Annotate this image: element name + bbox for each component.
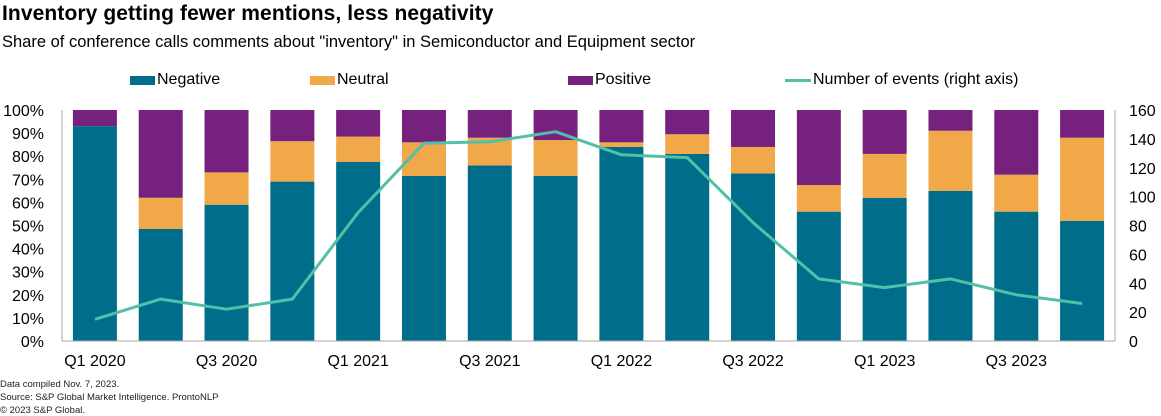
bar-negative-q1-2023 — [862, 197, 907, 341]
y-right-tick-label: 20 — [1129, 305, 1147, 322]
bar-negative-q2-2023 — [928, 190, 973, 341]
bar-neutral-q1-2021 — [336, 136, 381, 162]
bar-negative-q4-2020 — [270, 181, 315, 341]
legend-label-negative: Negative — [157, 71, 221, 88]
bar-positive-q1-2020 — [72, 110, 117, 127]
chart-title: Inventory getting fewer mentions, less n… — [2, 2, 494, 25]
y-left-tick-label: 50% — [12, 219, 44, 236]
y-left-tick-label: 90% — [12, 126, 44, 143]
chart-subtitle: Share of conference calls comments about… — [2, 33, 696, 51]
bar-positive-q2-2022 — [665, 110, 710, 135]
y-right-tick-label: 0 — [1129, 334, 1138, 351]
x-tick-label: Q3 2023 — [986, 353, 1047, 370]
y-left-tick-label: 10% — [12, 311, 44, 328]
legend-swatch-negative — [130, 75, 155, 85]
x-tick-label: Q3 2020 — [196, 353, 257, 370]
x-tick-label: Q3 2022 — [722, 353, 783, 370]
y-right-tick-label: 40 — [1129, 276, 1147, 293]
x-tick-label: Q1 2023 — [854, 353, 915, 370]
bar-positive-q1-2021 — [336, 110, 381, 137]
bar-positive-q3-2023 — [994, 110, 1039, 175]
x-tick-label: Q1 2022 — [591, 353, 652, 370]
footnote-compiled: Data compiled Nov. 7, 2023. — [0, 379, 120, 390]
footnote-copyright: © 2023 S&P Global. — [0, 405, 85, 416]
y-right-tick-label: 160 — [1129, 103, 1156, 120]
bar-negative-q1-2020 — [72, 126, 117, 341]
line-number-of-events — [94, 130, 1083, 321]
legend-label-events: Number of events (right axis) — [813, 71, 1019, 88]
axes-layer — [61, 110, 1116, 342]
bars-layer — [72, 110, 1105, 341]
chart-legend: Negative Neutral Positive Number of even… — [0, 71, 1161, 91]
bar-neutral-q3-2022 — [731, 146, 776, 174]
legend-line-events — [785, 78, 811, 82]
bar-positive-q4-2023 — [1060, 110, 1105, 138]
legend-swatch-positive — [568, 75, 593, 85]
y-left-tick-label: 30% — [12, 265, 44, 282]
y-right-tick-label: 60 — [1129, 247, 1147, 264]
bar-negative-q1-2022 — [599, 146, 644, 341]
y-left-tick-label: 70% — [12, 172, 44, 189]
bar-neutral-q1-2022 — [599, 142, 644, 147]
bar-negative-q3-2021 — [467, 165, 512, 341]
bar-positive-q2-2021 — [401, 110, 446, 143]
bar-positive-q3-2022 — [731, 110, 776, 147]
footnote-source: Source: S&P Global Market Intelligence. … — [0, 392, 219, 403]
y-left-tick-label: 0% — [21, 334, 44, 351]
bar-negative-q4-2023 — [1060, 220, 1105, 341]
bar-neutral-q4-2020 — [270, 141, 315, 182]
legend-item-positive: Positive — [568, 71, 651, 89]
y-right-tick-label: 140 — [1129, 132, 1156, 149]
bar-negative-q3-2023 — [994, 211, 1039, 341]
y-left-tick-label: 60% — [12, 195, 44, 212]
bar-neutral-q4-2021 — [533, 140, 578, 176]
bar-neutral-q4-2023 — [1060, 137, 1105, 221]
y-left-tick-label: 40% — [12, 242, 44, 259]
line-layer — [94, 130, 1083, 321]
y-left-tick-label: 80% — [12, 149, 44, 166]
legend-label-neutral: Neutral — [337, 71, 389, 88]
bar-negative-q3-2022 — [731, 173, 776, 341]
y-left-tick-label: 100% — [3, 103, 44, 120]
bar-negative-q2-2020 — [138, 228, 183, 341]
legend-swatch-neutral — [310, 75, 335, 85]
bar-neutral-q2-2023 — [928, 130, 973, 191]
bar-neutral-q1-2023 — [862, 153, 907, 198]
y-right-tick-label: 80 — [1129, 219, 1147, 236]
x-tick-label: Q1 2020 — [64, 353, 125, 370]
y-left-tick-label: 20% — [12, 288, 44, 305]
bar-neutral-q3-2020 — [204, 172, 249, 205]
bar-negative-q2-2021 — [401, 175, 446, 341]
bar-negative-q1-2021 — [336, 161, 381, 341]
y-right-tick-label: 120 — [1129, 161, 1156, 178]
bar-neutral-q2-2020 — [138, 197, 183, 229]
bar-neutral-q2-2022 — [665, 134, 710, 154]
bar-negative-q2-2022 — [665, 153, 710, 341]
bar-negative-q4-2022 — [796, 211, 841, 341]
x-tick-label: Q1 2021 — [327, 353, 388, 370]
x-tick-label: Q3 2021 — [459, 353, 520, 370]
legend-label-positive: Positive — [595, 71, 652, 88]
bar-positive-q2-2020 — [138, 110, 183, 198]
bar-negative-q4-2021 — [533, 175, 578, 341]
bar-positive-q3-2020 — [204, 110, 249, 173]
bar-neutral-q4-2022 — [796, 185, 841, 212]
legend-item-neutral: Neutral — [310, 71, 389, 89]
y-right-tick-label: 100 — [1129, 190, 1156, 207]
bar-positive-q4-2022 — [796, 110, 841, 186]
bar-neutral-q3-2023 — [994, 174, 1039, 212]
legend-item-events: Number of events (right axis) — [785, 71, 1018, 89]
bar-positive-q1-2023 — [862, 110, 907, 154]
bar-positive-q3-2021 — [467, 110, 512, 138]
bar-positive-q2-2023 — [928, 110, 973, 131]
bar-negative-q3-2020 — [204, 204, 249, 341]
labels-layer: 0% 10% 20% 30% 40% 50% 60% 70% 80% 90% 100% 0 20 40 60… — [3, 103, 1156, 370]
bar-positive-q4-2020 — [270, 110, 315, 142]
legend-item-negative: Negative — [130, 71, 220, 89]
bar-positive-q1-2022 — [599, 110, 644, 143]
